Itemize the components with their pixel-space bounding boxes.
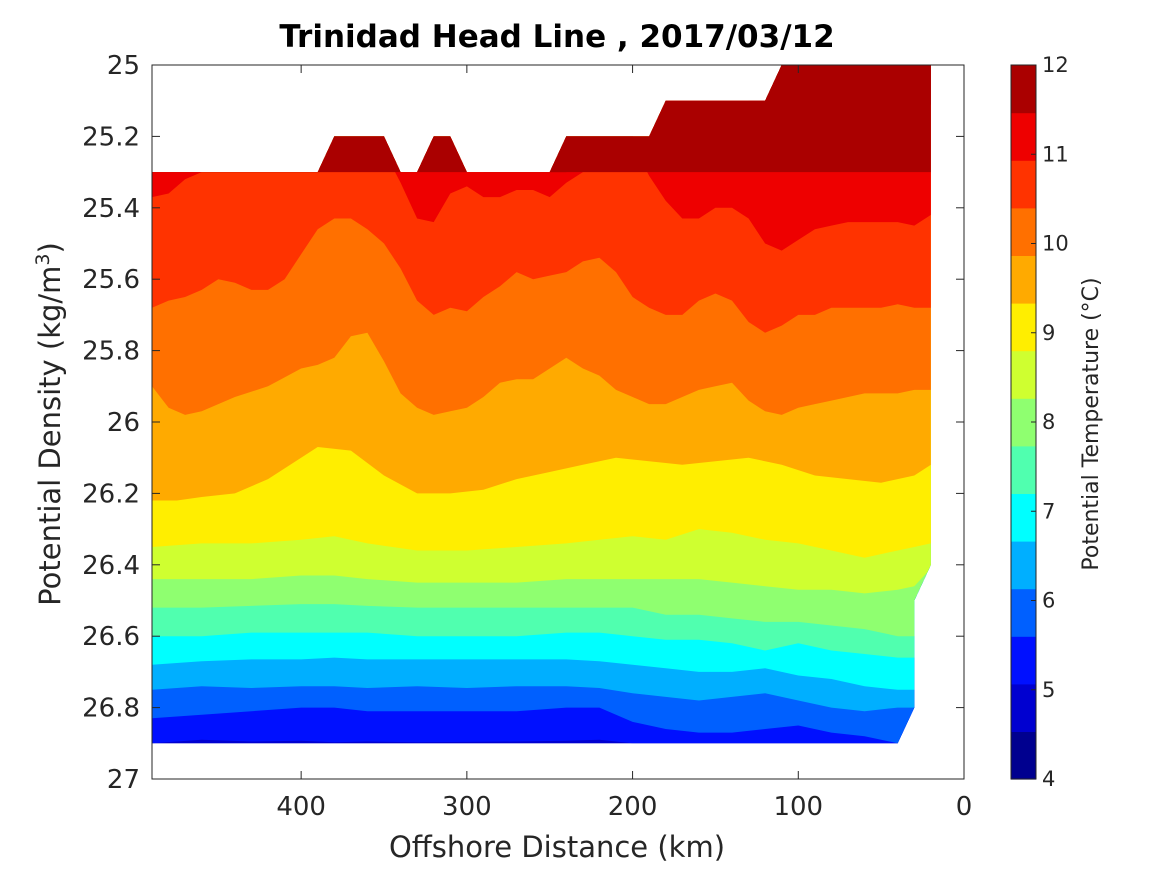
x-tick-label: 400 — [276, 792, 326, 822]
y-tick-label: 25.4 — [82, 194, 140, 224]
colorbar-tick-label: 4 — [1042, 767, 1055, 791]
y-tick-label: 26.6 — [82, 622, 140, 652]
chart-title: Trinidad Head Line , 2017/03/12 — [279, 19, 834, 55]
colorbar-segment — [1011, 445, 1036, 494]
y-axis-label-superscript: 3 — [32, 253, 54, 265]
x-tick-label: 200 — [608, 792, 658, 822]
y-tick-label: 25.2 — [82, 122, 140, 152]
colorbar-tick-label: 10 — [1042, 232, 1069, 256]
y-tick-label: 26.2 — [82, 479, 140, 509]
y-axis-label-main: Potential Density (kg/m — [33, 266, 67, 606]
colorbar-segment — [1011, 255, 1036, 304]
x-axis-label: Offshore Distance (km) — [389, 830, 725, 864]
colorbar-segment — [1011, 636, 1036, 685]
colorbar-tick-label: 12 — [1042, 53, 1069, 77]
colorbar-segment — [1011, 160, 1036, 209]
x-axis: 400 300 200 100 0 — [276, 65, 972, 822]
colorbar-segment — [1011, 350, 1036, 399]
y-tick-label: 26 — [107, 408, 140, 438]
colorbar-tick-label: 8 — [1042, 410, 1055, 434]
colorbar-tick-label: 7 — [1042, 499, 1055, 523]
colorbar-segment — [1011, 541, 1036, 590]
colorbar-tick-label: 6 — [1042, 589, 1055, 613]
x-tick-label: 300 — [442, 792, 492, 822]
colorbar-segment — [1011, 112, 1036, 161]
colorbar-segment — [1011, 65, 1036, 114]
colorbar-segment — [1011, 207, 1036, 256]
colorbar-tick-label: 11 — [1042, 142, 1069, 166]
colorbar-segment — [1011, 683, 1036, 732]
y-axis-label-close: ) — [33, 242, 67, 253]
colorbar-segment — [1011, 493, 1036, 542]
colorbar-tick-label: 9 — [1042, 321, 1055, 345]
y-tick-label: 26.4 — [82, 551, 140, 581]
y-tick-label: 26.8 — [82, 694, 140, 724]
y-tick-label: 25 — [107, 51, 140, 81]
y-axis: 25 25.2 25.4 25.6 25.8 26 26.2 26.4 26.6 26.8 27 — [82, 51, 964, 795]
x-tick-label: 0 — [956, 792, 973, 822]
x-tick-label: 100 — [773, 792, 823, 822]
colorbar-label: Potential Temperature (°C) — [1079, 277, 1104, 570]
colorbar-segment — [1011, 731, 1036, 780]
y-axis-label: Potential Density (kg/m3) — [32, 242, 67, 606]
y-tick-label: 25.6 — [82, 265, 140, 295]
y-tick-label: 25.8 — [82, 337, 140, 367]
colorbar: 4 5 6 7 8 9 10 11 12 — [1010, 53, 1069, 791]
y-tick-label: 27 — [107, 765, 140, 795]
colorbar-segment — [1011, 588, 1036, 637]
colorbar-tick-label: 5 — [1042, 678, 1055, 702]
colorbar-segment — [1011, 303, 1036, 352]
contour-plot-area — [152, 65, 931, 744]
